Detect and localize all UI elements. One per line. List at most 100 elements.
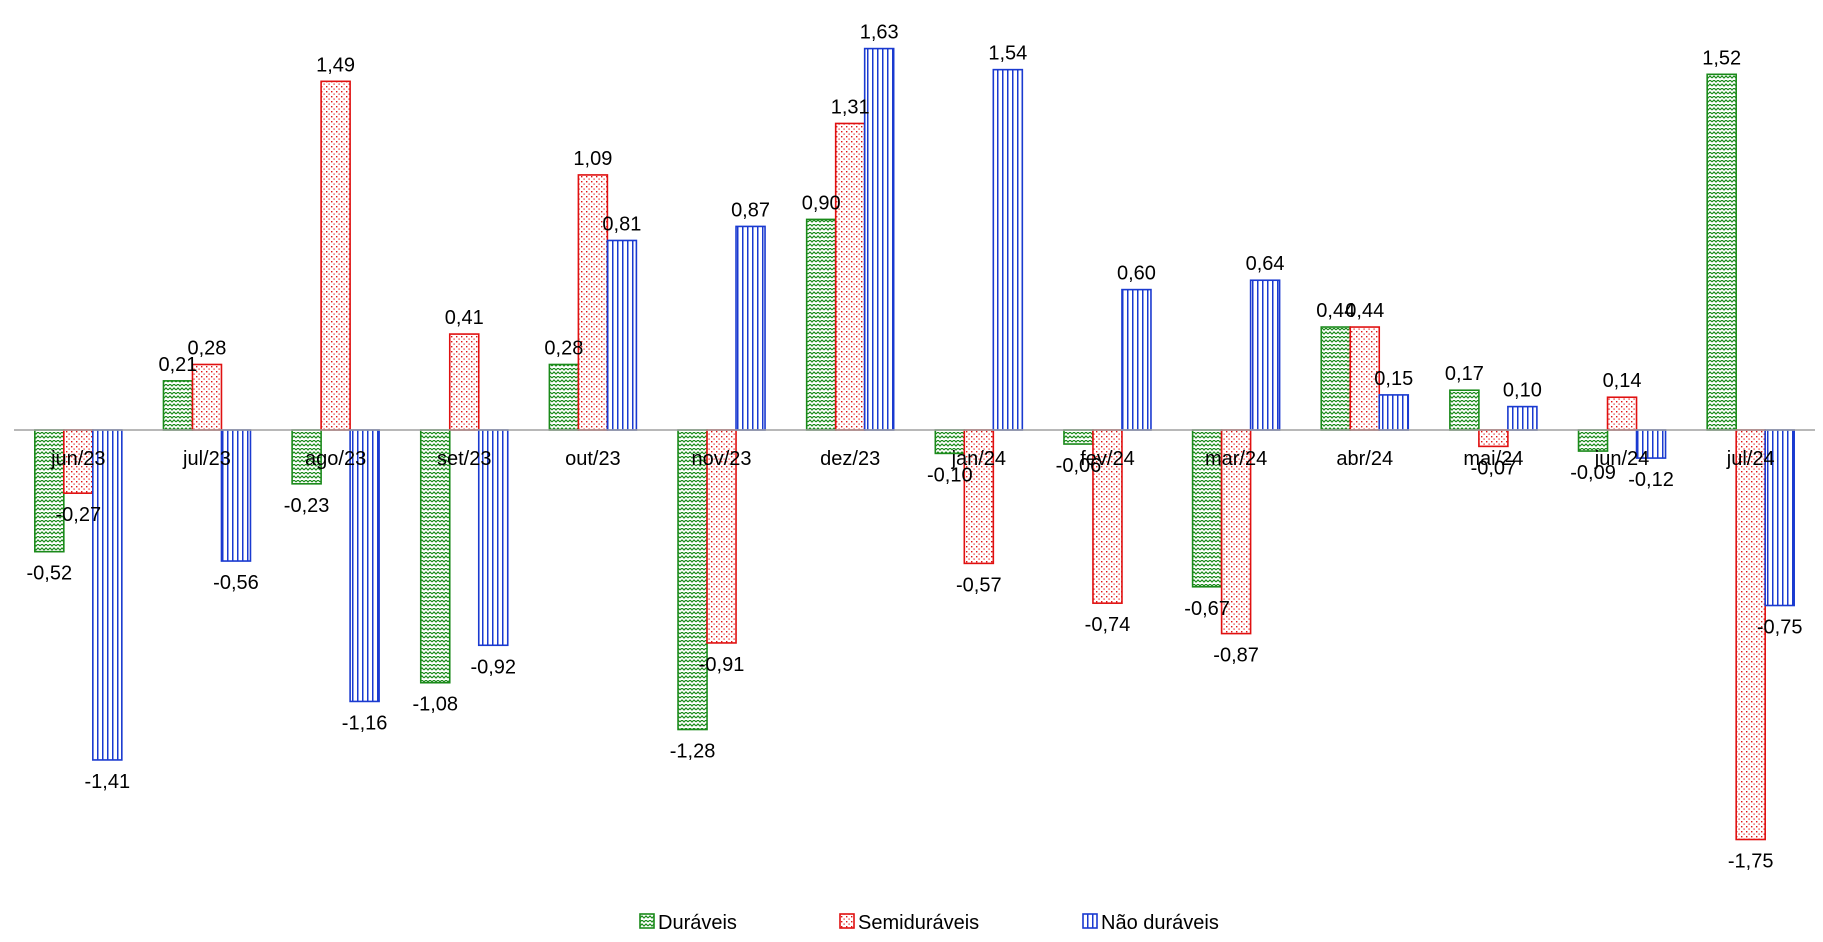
value-label: 0,60 [1117,263,1156,285]
category-label: jun/23 [50,448,106,470]
bars-group [34,47,1795,841]
bar-dur-veis-dez-23 [805,218,837,431]
category-label: jun/24 [1594,448,1650,470]
value-label: -0,92 [470,656,516,678]
bar-n-o-dur-veis-out-23 [606,239,638,431]
value-label: -1,41 [85,771,131,793]
value-label: 1,52 [1702,47,1741,69]
value-label: 1,49 [316,54,355,76]
bar-semidur-veis-ago-23 [320,80,351,431]
bar-dur-veis-mai-24 [1449,389,1480,431]
value-label: 0,44 [1316,300,1355,322]
value-label: -0,67 [1184,598,1230,620]
value-label: 0,90 [802,192,841,214]
value-label: -0,75 [1757,617,1803,639]
category-label: nov/23 [692,448,752,470]
value-label: 0,41 [445,307,484,329]
value-label: -0,09 [1570,462,1616,484]
value-label: -0,07 [1471,457,1517,479]
value-label: -0,06 [1056,455,1102,477]
bar-semidur-veis-jun-23 [63,429,94,494]
category-label: ago/23 [305,448,366,470]
value-label: 1,54 [988,43,1027,65]
legend-swatch-n-o-dur-veis [1082,913,1098,929]
value-label: -1,75 [1728,851,1774,873]
bar-n-o-dur-veis-dez-23 [863,47,895,431]
bar-semidur-veis-out-23 [577,174,609,431]
bar-semidur-veis-jan-24 [963,429,995,565]
value-label: 1,63 [860,22,899,44]
category-label: jul/23 [182,448,231,470]
bar-semidur-veis-set-23 [448,333,480,431]
bar-semidur-veis-mai-24 [1478,429,1509,448]
bar-semidur-veis-dez-23 [834,122,866,431]
value-label: -0,91 [699,654,745,676]
category-label: dez/23 [820,448,880,470]
value-label: -0,27 [56,504,102,526]
value-label: -0,10 [927,464,973,486]
value-label: 0,21 [158,354,197,376]
value-label: -0,56 [213,572,259,594]
category-label: mai/24 [1463,448,1523,470]
value-label: 0,44 [1345,300,1384,322]
bar-n-o-dur-veis-jul-23 [220,429,252,562]
legend: Duráveis Semiduráveis Não duráveis [639,912,1219,934]
bar-n-o-dur-veis-abr-24 [1378,394,1410,431]
category-label: abr/24 [1336,448,1393,470]
legend-swatch-dur-veis [639,913,655,929]
value-label: 1,09 [573,148,612,170]
legend-label: Duráveis [658,912,737,934]
category-label: set/23 [437,448,491,470]
category-labels: jun/23 jul/23 ago/23 set/23 out/23 nov/23 dez/… [50,448,1775,470]
bar-n-o-dur-veis-ago-23 [349,429,380,703]
legend-swatch-semidur-veis [839,913,855,929]
bar-semidur-veis-abr-24 [1349,326,1381,431]
bar-semidur-veis-fev-24 [1092,429,1123,604]
value-label: -1,28 [670,741,716,763]
bar-dur-veis-out-23 [548,363,580,431]
bar-n-o-dur-veis-mar-24 [1249,279,1281,431]
value-label: 0,28 [544,337,583,359]
category-label: jan/24 [951,448,1007,470]
bar-n-o-dur-veis-mai-24 [1507,405,1538,431]
value-label: 0,14 [1603,370,1642,392]
bar-dur-veis-nov-23 [677,429,708,731]
value-label: -0,23 [284,495,330,517]
category-label: jul/24 [1726,448,1775,470]
value-label: -1,16 [342,712,388,734]
bar-n-o-dur-veis-fev-24 [1121,288,1152,431]
bar-n-o-dur-veis-jun-24 [1635,429,1667,459]
legend-label: Semiduráveis [858,912,979,934]
value-label: 0,15 [1374,368,1413,390]
bar-dur-veis-jun-23 [34,429,65,553]
bar-n-o-dur-veis-jun-23 [92,429,123,761]
bar-n-o-dur-veis-nov-23 [735,225,766,431]
value-label: 0,81 [602,213,641,235]
bar-dur-veis-mar-24 [1191,429,1223,588]
value-label: -1,08 [412,694,458,716]
category-label: out/23 [565,448,621,470]
legend-label: Não duráveis [1101,912,1219,934]
value-label: 0,17 [1445,363,1484,385]
value-label: 0,64 [1246,253,1285,275]
value-label: -0,12 [1628,469,1674,491]
bar-dur-veis-jul-24 [1706,73,1737,431]
bar-dur-veis-jul-23 [162,380,194,431]
category-label: fev/24 [1080,448,1134,470]
bar-dur-veis-abr-24 [1320,326,1352,431]
value-label: 0,87 [731,199,770,221]
value-labels: -0,52-0,27-1,410,210,28-0,56-0,231,49-1,… [27,22,1803,873]
bar-semidur-veis-jun-24 [1606,396,1638,431]
value-label: 0,10 [1503,380,1542,402]
value-label: -0,57 [956,574,1002,596]
value-label: -0,52 [27,563,73,585]
value-label: -0,74 [1085,614,1131,636]
category-label: mar/24 [1205,448,1267,470]
bar-dur-veis-fev-24 [1063,429,1094,445]
bar-semidur-veis-nov-23 [706,429,737,644]
value-label: 1,31 [831,96,870,118]
value-label: 0,28 [187,337,226,359]
bar-n-o-dur-veis-jan-24 [992,68,1024,431]
bar-dur-veis-set-23 [419,429,451,684]
